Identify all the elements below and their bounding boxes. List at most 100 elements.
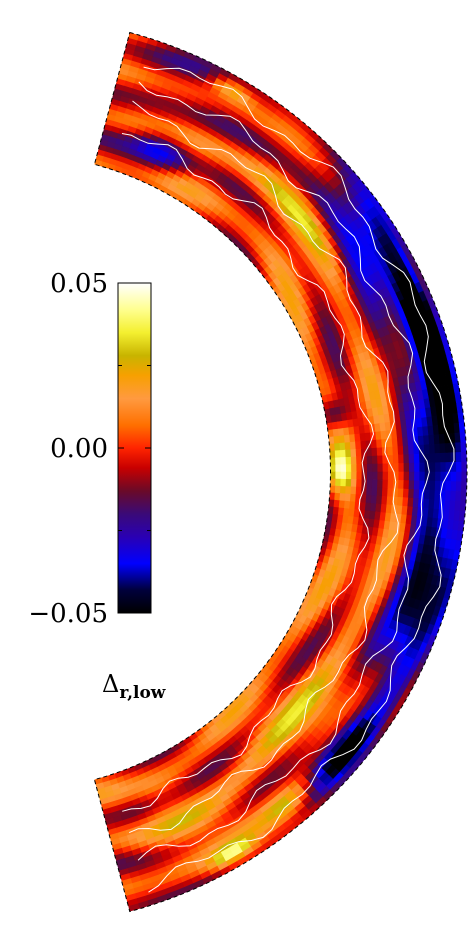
heatmap-cell	[349, 493, 357, 503]
heatmap-cell	[339, 486, 347, 495]
heatmap-cell	[350, 456, 358, 465]
heatmap-cell	[366, 448, 373, 457]
heatmap-cell	[445, 452, 452, 463]
heatmap-cell	[338, 435, 346, 444]
heatmap-cell	[423, 489, 431, 500]
heatmap-cell	[419, 471, 426, 482]
contour-line	[143, 66, 455, 893]
heatmap-cell	[366, 479, 373, 489]
heatmap-cell	[335, 464, 342, 473]
heatmap-cell	[434, 490, 441, 501]
heatmap-cell	[371, 455, 379, 465]
heatmap-cell	[434, 452, 441, 464]
shell-heatmap	[94, 32, 468, 912]
heatmap-cell	[376, 495, 383, 505]
shell-outline	[93, 31, 468, 913]
heatmap-cell	[397, 446, 404, 456]
heatmap-cell	[408, 462, 415, 473]
colorbar-label-symbol: Δ	[102, 670, 119, 698]
heatmap-cell	[408, 445, 415, 456]
heatmap-cell	[408, 454, 415, 464]
heatmap-cell	[413, 480, 421, 491]
heatmap-cell	[403, 462, 410, 473]
heatmap-cell	[402, 445, 410, 456]
heatmap-cell	[377, 455, 384, 465]
heatmap-cell	[407, 497, 414, 508]
heatmap-cell	[366, 487, 373, 496]
colorbar-tick-label: 0.05	[50, 269, 108, 299]
heatmap-cell	[440, 462, 447, 473]
heatmap-cell	[382, 463, 389, 473]
heatmap-cell	[423, 498, 430, 509]
heatmap-cell	[444, 442, 452, 454]
heatmap-cell	[351, 464, 358, 473]
contour-line	[137, 81, 430, 861]
colorbar-tick-label: 0.00	[50, 434, 108, 464]
heatmap-cell	[356, 471, 363, 480]
heatmap-cell	[370, 495, 378, 505]
heatmap-cell	[345, 478, 352, 488]
colorbar-tick-label: −0.05	[28, 599, 108, 629]
heatmap-cell	[365, 494, 373, 504]
heatmap-cell	[356, 479, 363, 488]
heatmap-cell	[334, 442, 341, 452]
heatmap-cell	[340, 464, 347, 473]
heatmap-cell	[439, 452, 447, 463]
heatmap-cell	[407, 436, 414, 447]
heatmap-cell	[408, 488, 415, 499]
heatmap-cell	[444, 490, 452, 502]
heatmap-cell	[459, 431, 467, 443]
heatmap-cell	[398, 463, 405, 473]
heatmap-cell	[455, 481, 462, 492]
heatmap-cell	[376, 487, 383, 497]
heatmap-cell	[398, 471, 405, 481]
heatmap-cell	[381, 487, 389, 497]
heatmap-cell	[371, 447, 378, 457]
heatmap-cell	[345, 449, 352, 458]
heatmap-cell	[429, 489, 436, 501]
heatmap-cell	[360, 440, 367, 450]
heatmap-cell	[366, 455, 373, 465]
heatmap-cell	[461, 471, 468, 483]
heatmap-cell	[356, 464, 363, 473]
heatmap-cell	[376, 439, 383, 449]
heatmap-cell	[335, 478, 342, 487]
heatmap-cell	[413, 489, 420, 500]
heatmap-cell	[440, 471, 447, 482]
heatmap-cell	[355, 486, 363, 496]
colorbar-label: Δr,low	[102, 670, 166, 703]
contour-line	[129, 100, 399, 834]
heatmap-cell	[398, 480, 405, 490]
heatmap-cell	[345, 464, 352, 473]
heatmap-cell	[403, 471, 410, 482]
heatmap-cell	[456, 471, 463, 483]
colorbar: 0.05 0.00 −0.05 Δr,low	[28, 269, 165, 703]
heatmap-cell	[419, 462, 426, 473]
heatmap-cell	[339, 493, 346, 502]
heatmap-cell	[387, 488, 394, 498]
heatmap-cell	[423, 444, 431, 455]
heatmap-cell	[429, 480, 436, 491]
heatmap-cell	[450, 461, 457, 473]
heatmap-cell	[403, 454, 410, 464]
heatmap-cell	[403, 480, 410, 490]
heatmap-cell	[445, 481, 452, 492]
heatmap-cell	[339, 449, 347, 458]
heatmap-cell	[398, 454, 405, 464]
heatmap-cell	[429, 453, 436, 464]
heatmap-cell	[351, 471, 358, 480]
heatmap-cell	[455, 491, 462, 502]
heatmap-cell	[387, 471, 394, 481]
heatmap-cell	[330, 471, 337, 480]
heatmap-cell	[355, 448, 363, 458]
heatmap-cell	[391, 437, 399, 448]
heatmap-cell	[338, 500, 346, 509]
heatmap-cell	[439, 443, 446, 454]
heatmap-cell	[364, 502, 372, 512]
heatmap-cell	[461, 461, 468, 473]
heatmap-cell	[413, 453, 421, 464]
heatmap-cell	[408, 471, 415, 482]
heatmap-cell	[460, 481, 468, 493]
heatmap-cell	[393, 463, 400, 473]
